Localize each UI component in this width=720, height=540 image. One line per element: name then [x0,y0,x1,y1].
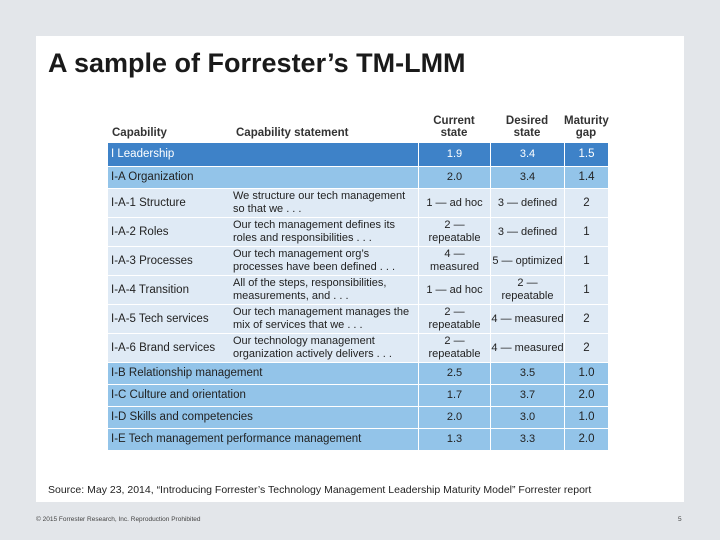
cell-gap: 1 [564,247,608,275]
cell-current: 1.7 [418,385,490,406]
cell-current: 4 — measured [418,247,490,275]
cell-statement: Our technology management organization a… [233,335,392,360]
cell-current: 1 — ad hoc [418,276,490,304]
cell-statement: Our tech management org’s processes have… [233,248,396,273]
cell-capability: I-E Tech management performance manageme… [111,433,362,445]
cell-gap: 1 [564,276,608,304]
cell-gap: 1.0 [564,363,608,384]
table-row: I-A-3 Processes Our tech management org’… [108,247,608,275]
cell-desired: 3.3 [490,429,564,450]
table-body: I Leadership 1.9 3.4 1.5 I-A Organizatio… [108,143,608,451]
copyright-footer: © 2015 Forrester Research, Inc. Reproduc… [36,516,201,523]
slide-title: A sample of Forrester’s TM-LMM [48,48,466,78]
cell-statement [230,167,418,188]
header-desired-state: Desired state [505,115,549,139]
cell-current: 1.3 [418,429,490,450]
cell-desired: 3.5 [490,363,564,384]
cell-statement [230,143,418,166]
cell-current: 2 — repeatable [418,334,490,362]
cell-gap: 1 [564,218,608,246]
cell-capability: I-A-6 Brand services [111,341,216,354]
cell-capability: I-D Skills and competencies [111,411,253,423]
cell-capability: I-C Culture and orientation [111,389,246,401]
header-current-state: Current state [433,115,475,139]
source-note: Source: May 23, 2014, “Introducing Forre… [48,484,592,496]
cell-capability: I-B Relationship management [111,367,263,379]
cell-statement: All of the steps, responsibilities, meas… [233,277,387,302]
table-row: I-E Tech management performance manageme… [108,429,608,450]
cell-capability: I-A-3 Processes [111,254,193,267]
cell-desired: 3.0 [490,407,564,428]
table-row: I-A Organization 2.0 3.4 1.4 [108,167,608,188]
cell-gap: 2 [564,189,608,217]
slide: A sample of Forrester’s TM-LMM Capabilit… [36,36,684,502]
maturity-table: Capability Capability statement Current s… [108,112,644,450]
cell-capability: I-A-2 Roles [111,225,169,238]
cell-gap: 1.0 [564,407,608,428]
table-row: I-C Culture and orientation 1.7 3.7 2.0 [108,385,608,406]
cell-current: 1 — ad hoc [418,189,490,217]
cell-statement: Our tech management manages the mix of s… [233,306,410,331]
cell-capability: I Leadership [111,148,175,160]
table-row: I-A-6 Brand services Our technology mana… [108,334,608,362]
cell-capability: I-A-5 Tech services [111,312,209,325]
cell-gap: 1.4 [564,167,608,188]
cell-current: 2 — repeatable [418,305,490,333]
cell-gap: 2.0 [564,429,608,450]
cell-current: 2.5 [418,363,490,384]
table-row: I-A-5 Tech services Our tech management … [108,305,608,333]
header-statement: Capability statement [236,127,349,139]
table-row: I-D Skills and competencies 2.0 3.0 1.0 [108,407,608,428]
cell-desired: 4 — measured [490,334,564,362]
cell-gap: 2.0 [564,385,608,406]
header-capability: Capability [112,127,167,139]
cell-desired: 4 — measured [490,305,564,333]
table-header: Capability Capability statement Current s… [108,112,644,142]
cell-statement: We structure our tech management so that… [233,190,406,215]
cell-capability: I-A-4 Transition [111,283,189,296]
cell-statement: Our tech management defines its roles an… [233,219,396,244]
table-row: I-B Relationship management 2.5 3.5 1.0 [108,363,608,384]
table-row: I Leadership 1.9 3.4 1.5 [108,143,608,166]
cell-desired: 2 — repeatable [490,276,564,304]
table-row: I-A-1 Structure We structure our tech ma… [108,189,608,217]
table-row: I-A-4 Transition All of the steps, respo… [108,276,608,304]
cell-desired: 3 — defined [490,189,564,217]
page-number: 5 [678,516,682,523]
cell-capability: I-A Organization [111,171,194,183]
cell-gap: 1.5 [564,143,608,166]
cell-current: 2 — repeatable [418,218,490,246]
table-row: I-A-2 Roles Our tech management defines … [108,218,608,246]
cell-desired: 3.4 [490,143,564,166]
cell-current: 2.0 [418,407,490,428]
cell-desired: 3.7 [490,385,564,406]
cell-current: 1.9 [418,143,490,166]
cell-capability: I-A-1 Structure [111,196,186,209]
cell-gap: 2 [564,334,608,362]
cell-desired: 5 — optimized [490,247,564,275]
cell-desired: 3 — defined [490,218,564,246]
cell-current: 2.0 [418,167,490,188]
cell-gap: 2 [564,305,608,333]
cell-desired: 3.4 [490,167,564,188]
header-maturity-gap: Maturity gap [564,115,609,139]
